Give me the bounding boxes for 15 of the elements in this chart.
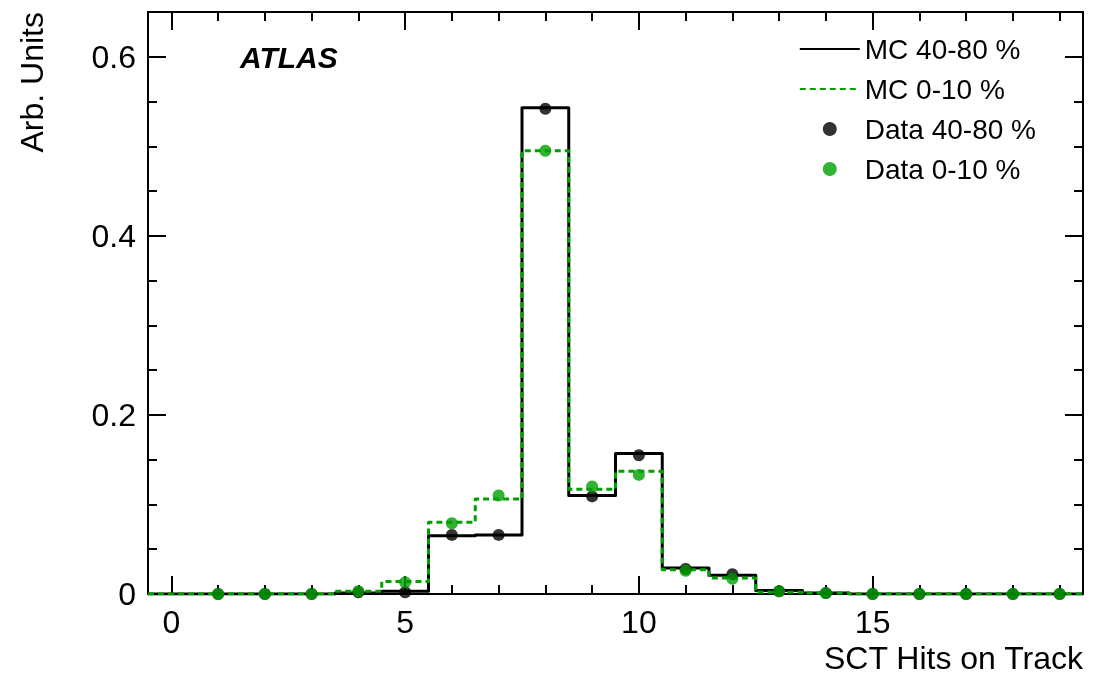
legend-label: Data 40-80 %	[864, 113, 1037, 145]
y-tick-label: 0.4	[91, 217, 136, 254]
y-tick-label: 0	[118, 576, 136, 612]
annotation: ATLAS	[239, 40, 338, 74]
x-tick-label: 15	[854, 604, 891, 640]
legend-label: MC 40-80 %	[864, 33, 1021, 65]
legend-label: Data 0-10 %	[864, 153, 1021, 185]
x-tick-label: 0	[162, 604, 181, 640]
x-tick-label: 5	[396, 604, 415, 640]
y-tick-label: 0.2	[91, 396, 136, 433]
y-tick-label: 0.6	[91, 38, 136, 75]
legend-label: MC 0-10 %	[864, 73, 1005, 105]
x-tick-label: 10	[621, 604, 657, 640]
x-axis-title: SCT Hits on Track	[823, 640, 1084, 676]
y-axis-title: Arb. Units	[14, 12, 50, 153]
